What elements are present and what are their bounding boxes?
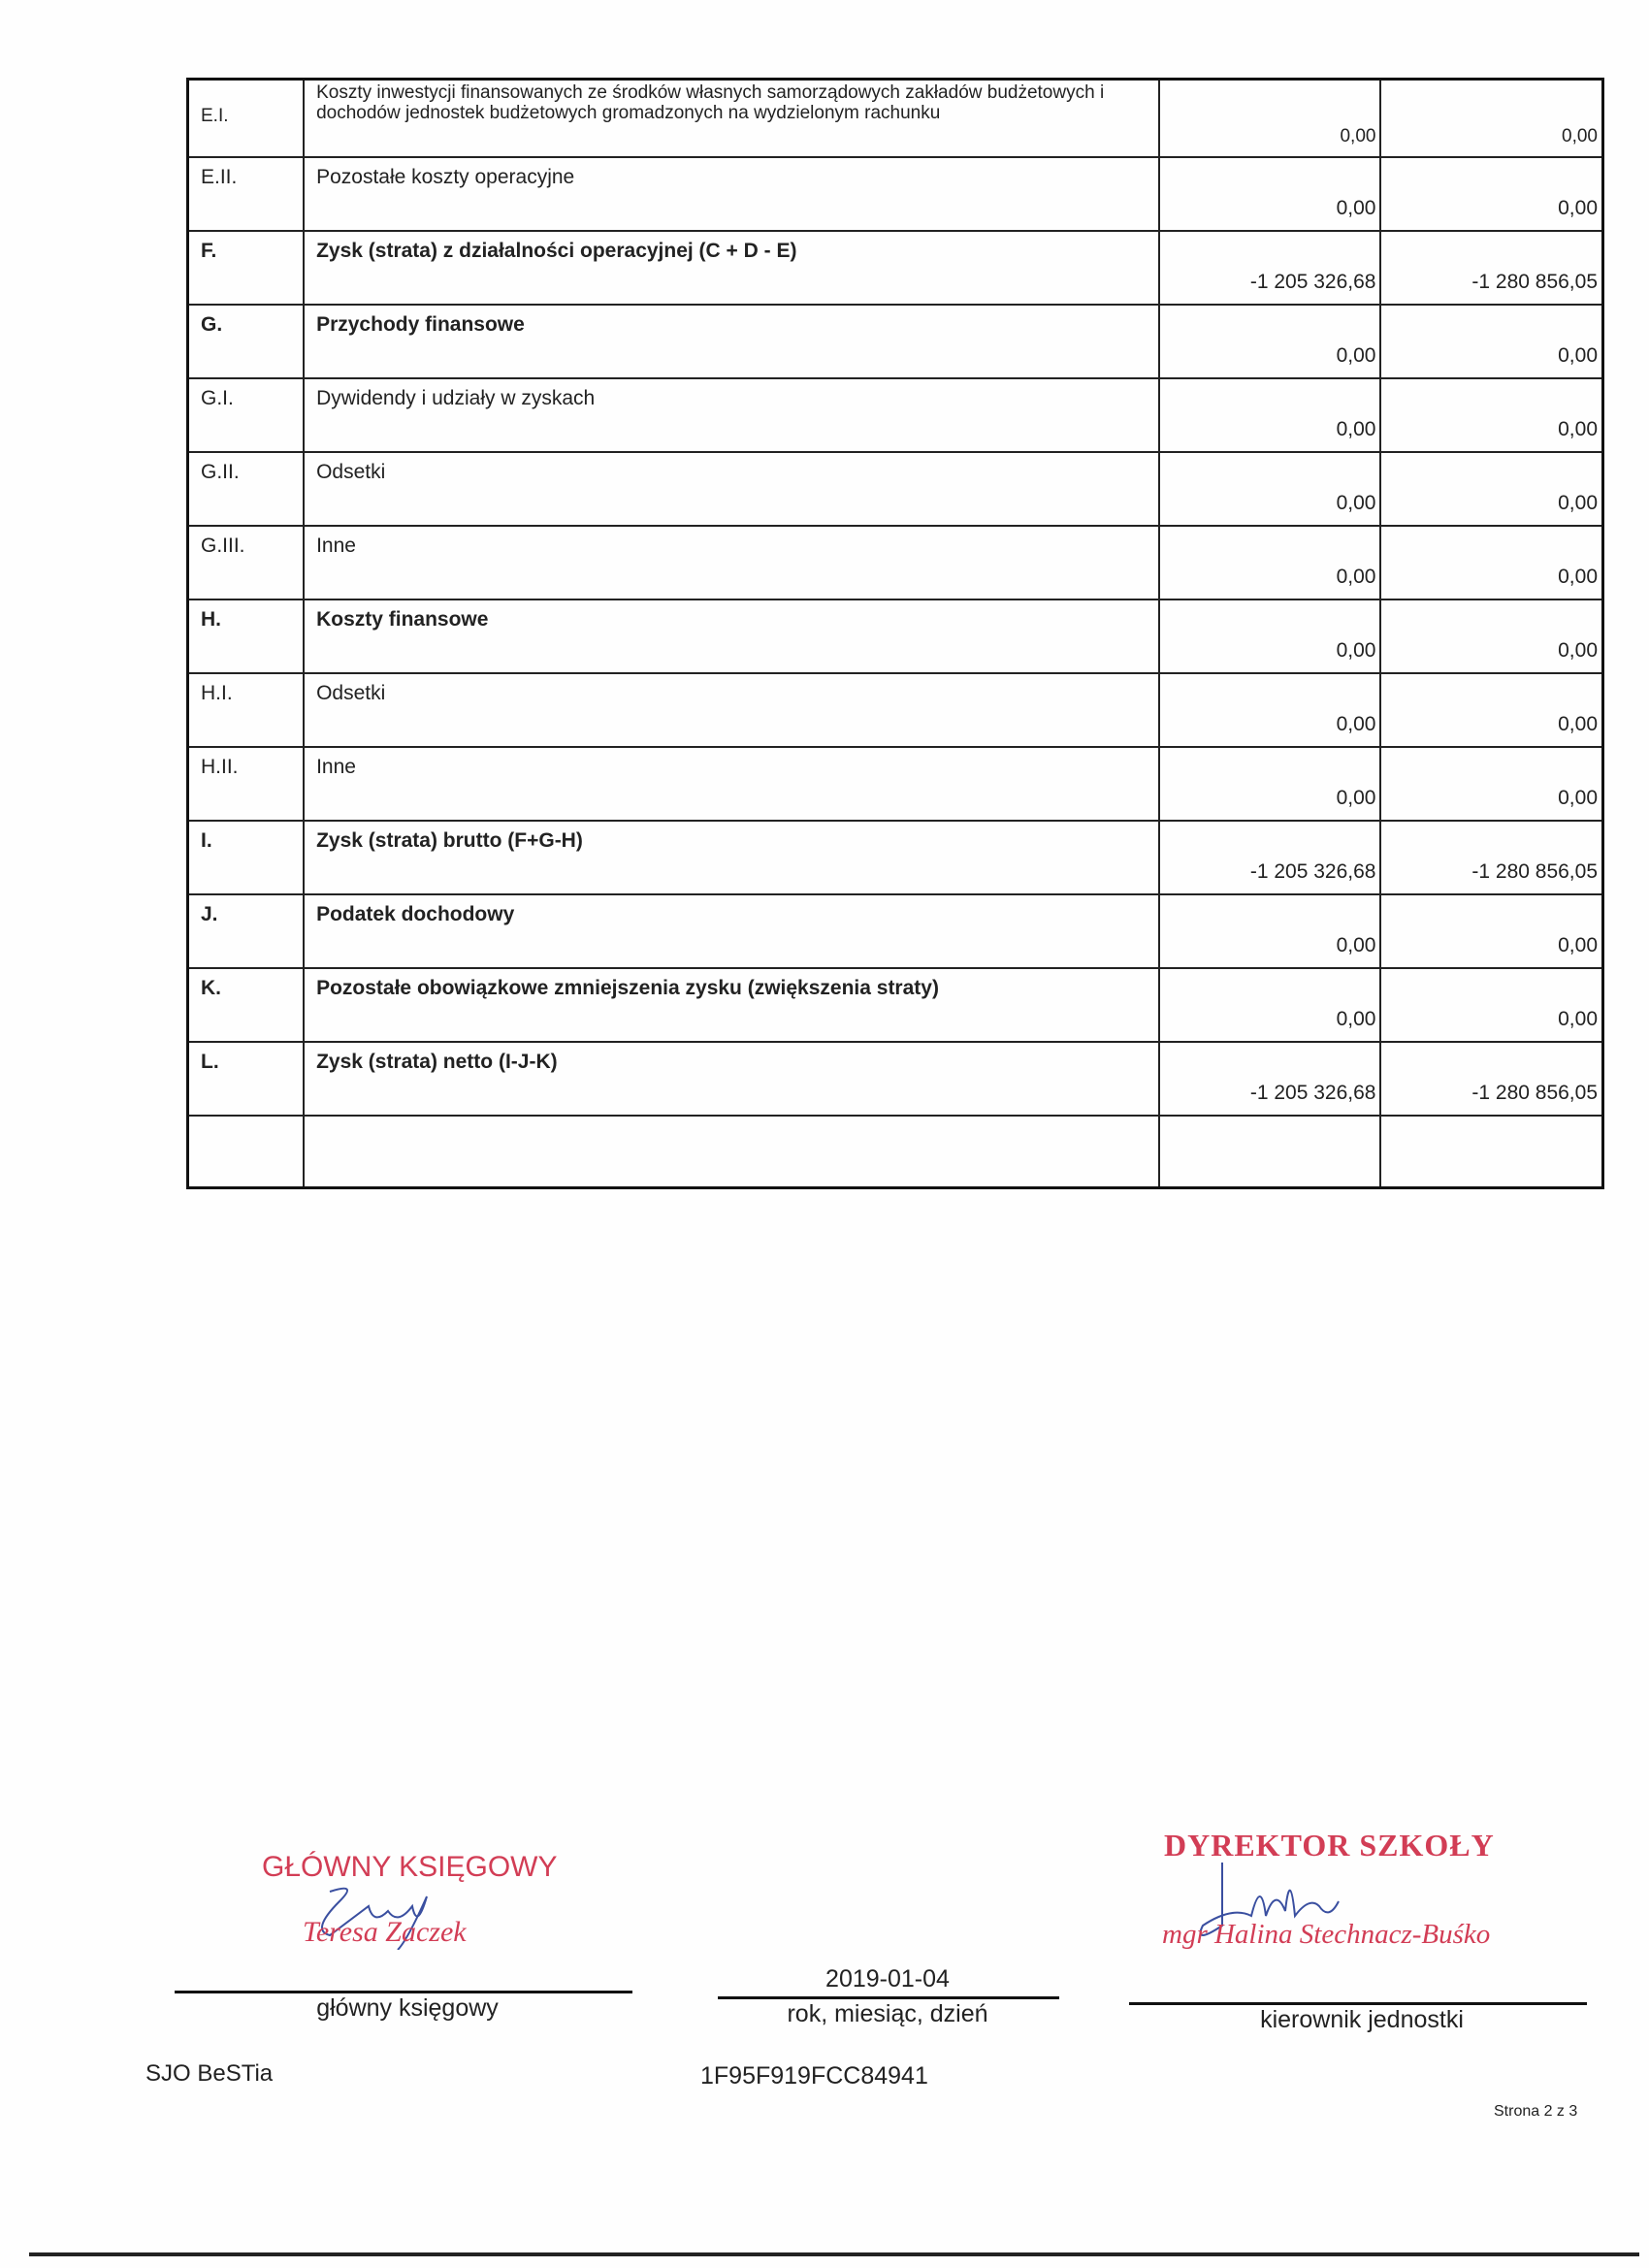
value-previous: 0,00 (1379, 599, 1604, 674)
value-current: 0,00 (1157, 156, 1382, 232)
date-caption: rok, miesiąc, dzień (787, 2000, 988, 2027)
scan-edge (29, 2252, 1639, 2256)
accountant-stamp-title: GŁÓWNY KSIĘGOWY (262, 1851, 558, 1883)
table-row: E.I. Koszty inwestycji finansowanych ze ś… (186, 78, 1604, 158)
profit-loss-table: E.I. Koszty inwestycji finansowanych ze ś… (186, 78, 1604, 1189)
date-line (718, 1996, 1059, 1999)
value-current: 0,00 (1157, 967, 1382, 1043)
table-row: G.III. Inne 0,00 0,00 (186, 525, 1604, 600)
table-row: I. Zysk (strata) brutto (F+G-H) -1 205 326… (186, 820, 1604, 895)
software-name: SJO BeSTia (146, 2060, 274, 2087)
empty-cell (1379, 1115, 1604, 1189)
director-stamp-title: DYREKTOR SZKOŁY (1164, 1828, 1495, 1863)
value-current: -1 205 326,68 (1157, 820, 1382, 895)
director-caption: kierownik jednostki (1260, 2006, 1464, 2033)
table-row: H. Koszty finansowe 0,00 0,00 (186, 599, 1604, 674)
value-previous: 0,00 (1379, 893, 1604, 969)
value-previous: 0,00 (1379, 746, 1604, 822)
table-row: E.II. Pozostałe koszty operacyjne 0,00 0,00 (186, 156, 1604, 232)
row-label: Odsetki (303, 451, 1160, 527)
row-code: H. (186, 599, 306, 674)
value-current: 0,00 (1157, 525, 1382, 600)
value-previous: 0,00 (1379, 304, 1604, 379)
value-current: 0,00 (1157, 746, 1382, 822)
value-current: 0,00 (1157, 78, 1382, 158)
table-row: G.II. Odsetki 0,00 0,00 (186, 451, 1604, 527)
value-previous: -1 280 856,05 (1379, 1041, 1604, 1117)
value-previous: 0,00 (1379, 78, 1604, 158)
signature-line (175, 1991, 632, 1993)
row-code: G.II. (186, 451, 306, 527)
row-label: Koszty finansowe (303, 599, 1160, 674)
row-code: G.III. (186, 525, 306, 600)
empty-cell (186, 1115, 306, 1189)
row-label: Zysk (strata) z działalności operacyjnej… (303, 230, 1160, 306)
value-previous: 0,00 (1379, 525, 1604, 600)
row-label: Pozostałe obowiązkowe zmniejszenia zysku… (303, 967, 1160, 1043)
table-row: J. Podatek dochodowy 0,00 0,00 (186, 893, 1604, 969)
row-label: Przychody finansowe (303, 304, 1160, 379)
value-current: 0,00 (1157, 304, 1382, 379)
table-row: G.I. Dywidendy i udziały w zyskach 0,00 0,0… (186, 377, 1604, 453)
row-code: H.II. (186, 746, 306, 822)
empty-cell (303, 1115, 1160, 1189)
row-code: E.I. (186, 78, 306, 158)
director-stamp-name: mgr Halina Stechnacz-Buśko (1162, 1919, 1491, 1950)
row-code: L. (186, 1041, 306, 1117)
table-row: G. Przychody finansowe 0,00 0,00 (186, 304, 1604, 379)
director-line (1129, 2002, 1587, 2005)
value-previous: 0,00 (1379, 156, 1604, 232)
value-previous: -1 280 856,05 (1379, 820, 1604, 895)
row-code: F. (186, 230, 306, 306)
row-code: I. (186, 820, 306, 895)
value-previous: 0,00 (1379, 451, 1604, 527)
value-previous: 0,00 (1379, 672, 1604, 748)
value-current: 0,00 (1157, 599, 1382, 674)
value-previous: -1 280 856,05 (1379, 230, 1604, 306)
value-previous: 0,00 (1379, 967, 1604, 1043)
value-current: -1 205 326,68 (1157, 1041, 1382, 1117)
value-current: 0,00 (1157, 451, 1382, 527)
row-label: Inne (303, 746, 1160, 822)
empty-row (186, 1115, 1604, 1189)
row-label: Zysk (strata) netto (I-J-K) (303, 1041, 1160, 1117)
date-value: 2019-01-04 (825, 1965, 950, 1993)
empty-cell (1157, 1115, 1382, 1189)
accountant-stamp-name: Teresa Zaczek (303, 1916, 467, 1948)
page-number: Strona 2 z 3 (1494, 2103, 1578, 2120)
table-row: H.I. Odsetki 0,00 0,00 (186, 672, 1604, 748)
row-code: K. (186, 967, 306, 1043)
row-label: Zysk (strata) brutto (F+G-H) (303, 820, 1160, 895)
row-label: Dywidendy i udziały w zyskach (303, 377, 1160, 453)
row-label: Odsetki (303, 672, 1160, 748)
value-current: 0,00 (1157, 893, 1382, 969)
row-label: Podatek dochodowy (303, 893, 1160, 969)
value-current: 0,00 (1157, 377, 1382, 453)
table-row: H.II. Inne 0,00 0,00 (186, 746, 1604, 822)
value-current: -1 205 326,68 (1157, 230, 1382, 306)
row-code: G. (186, 304, 306, 379)
accountant-caption: główny księgowy (316, 1994, 499, 2022)
row-label: Inne (303, 525, 1160, 600)
accountant-signature-icon (321, 1887, 428, 1950)
table-row: L. Zysk (strata) netto (I-J-K) -1 205 326,… (186, 1041, 1604, 1117)
row-code: J. (186, 893, 306, 969)
row-label: Pozostałe koszty operacyjne (303, 156, 1160, 232)
row-code: E.II. (186, 156, 306, 232)
value-current: 0,00 (1157, 672, 1382, 748)
row-code: G.I. (186, 377, 306, 453)
row-label: Koszty inwestycji finansowanych ze środk… (303, 78, 1160, 158)
value-previous: 0,00 (1379, 377, 1604, 453)
row-code: H.I. (186, 672, 306, 748)
director-signature-icon (1199, 1863, 1340, 1936)
table-row: F. Zysk (strata) z działalności operacyjn… (186, 230, 1604, 306)
document-code: 1F95F919FCC84941 (700, 2062, 928, 2090)
table-row: K. Pozostałe obowiązkowe zmniejszenia zys… (186, 967, 1604, 1043)
